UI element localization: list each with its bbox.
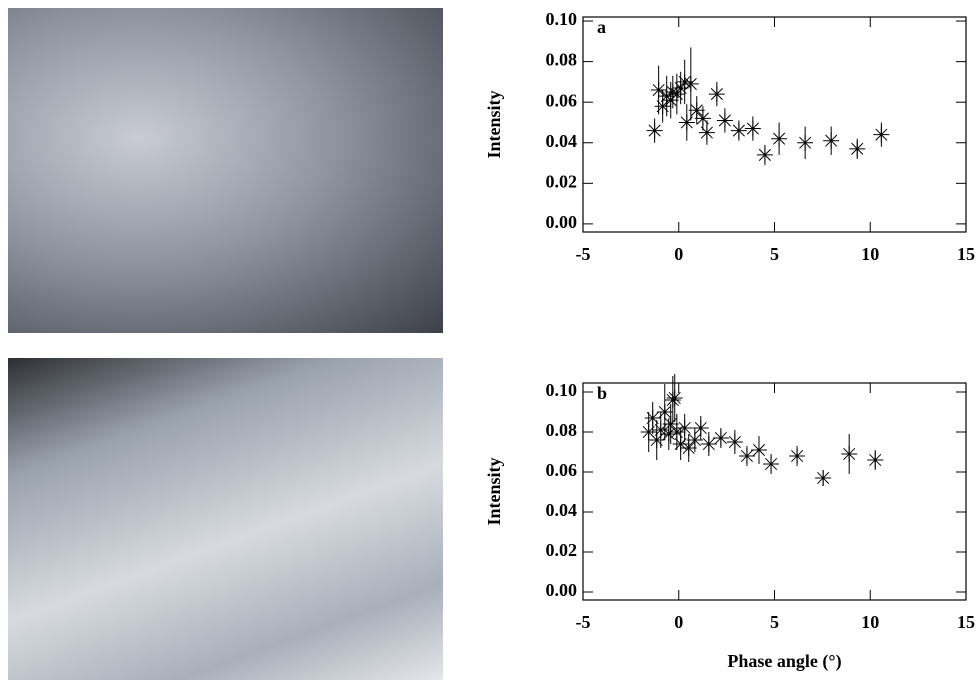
star-point xyxy=(823,132,840,149)
y-axis-label: Intensity xyxy=(484,90,504,158)
star-point xyxy=(672,436,689,452)
star-point xyxy=(680,440,697,456)
star-point xyxy=(873,126,890,143)
star-point xyxy=(716,112,733,129)
star-point xyxy=(738,448,755,464)
x-tick-label: 15 xyxy=(957,612,975,632)
star-point xyxy=(666,390,683,406)
star-point xyxy=(660,426,677,442)
star-point xyxy=(730,122,747,139)
x-axis-label: Phase angle (°) xyxy=(727,651,841,672)
star-point xyxy=(682,75,699,92)
x-tick-label: 0 xyxy=(674,612,683,632)
star-point xyxy=(664,84,681,101)
star-point xyxy=(678,114,695,131)
star-point xyxy=(700,436,717,452)
crystal-photo xyxy=(8,8,443,333)
star-point xyxy=(646,122,663,139)
star-point xyxy=(686,432,703,448)
star-point xyxy=(676,73,693,90)
crystal-photo xyxy=(8,358,443,680)
x-tick-label: 0 xyxy=(674,244,683,264)
panel-label: a xyxy=(597,17,606,37)
star-point xyxy=(708,86,725,103)
star-point xyxy=(726,434,743,450)
y-tick-label: 0.02 xyxy=(546,540,578,560)
star-point xyxy=(656,404,673,420)
star-point xyxy=(867,452,884,468)
x-tick-label: 15 xyxy=(957,244,975,264)
y-axis-label: Intensity xyxy=(484,457,504,525)
star-point xyxy=(849,140,866,157)
y-tick-label: 0.00 xyxy=(546,212,578,232)
star-point xyxy=(672,79,689,96)
y-tick-label: 0.10 xyxy=(546,9,578,29)
x-tick-label: 5 xyxy=(770,244,779,264)
star-point xyxy=(654,98,671,115)
x-tick-label: -5 xyxy=(576,612,591,632)
star-point xyxy=(750,442,767,458)
star-point xyxy=(662,416,679,432)
star-point xyxy=(644,410,661,426)
star-point xyxy=(698,124,715,141)
y-tick-label: 0.00 xyxy=(546,580,578,600)
star-point xyxy=(640,424,657,440)
y-tick-label: 0.04 xyxy=(546,500,578,520)
star-point xyxy=(841,446,858,462)
x-tick-label: 10 xyxy=(861,244,879,264)
panel-label: b xyxy=(597,383,607,403)
star-point xyxy=(648,432,665,448)
star-point xyxy=(789,448,806,464)
star-point xyxy=(744,120,761,137)
star-point xyxy=(712,430,729,446)
y-tick-label: 0.10 xyxy=(546,380,578,400)
y-tick-label: 0.08 xyxy=(546,50,578,70)
star-point xyxy=(668,424,685,440)
y-tick-label: 0.06 xyxy=(546,90,578,110)
star-point xyxy=(756,146,773,163)
star-point xyxy=(652,422,669,438)
y-tick-label: 0.04 xyxy=(546,131,578,151)
y-tick-label: 0.06 xyxy=(546,460,578,480)
star-point xyxy=(763,456,780,472)
star-point xyxy=(797,134,814,151)
star-point xyxy=(688,102,705,119)
star-point xyxy=(650,82,667,99)
x-tick-label: 5 xyxy=(770,612,779,632)
plot-frame xyxy=(582,16,967,233)
star-point xyxy=(694,110,711,127)
y-tick-label: 0.08 xyxy=(546,420,578,440)
y-tick-label: 0.02 xyxy=(546,171,578,191)
x-tick-label: -5 xyxy=(576,244,591,264)
x-tick-label: 10 xyxy=(861,612,879,632)
star-point xyxy=(668,86,685,103)
star-point xyxy=(662,92,679,109)
star-point xyxy=(771,130,788,147)
star-point xyxy=(676,420,693,436)
plot-frame xyxy=(582,382,967,601)
star-point xyxy=(815,470,832,486)
star-point xyxy=(692,420,709,436)
